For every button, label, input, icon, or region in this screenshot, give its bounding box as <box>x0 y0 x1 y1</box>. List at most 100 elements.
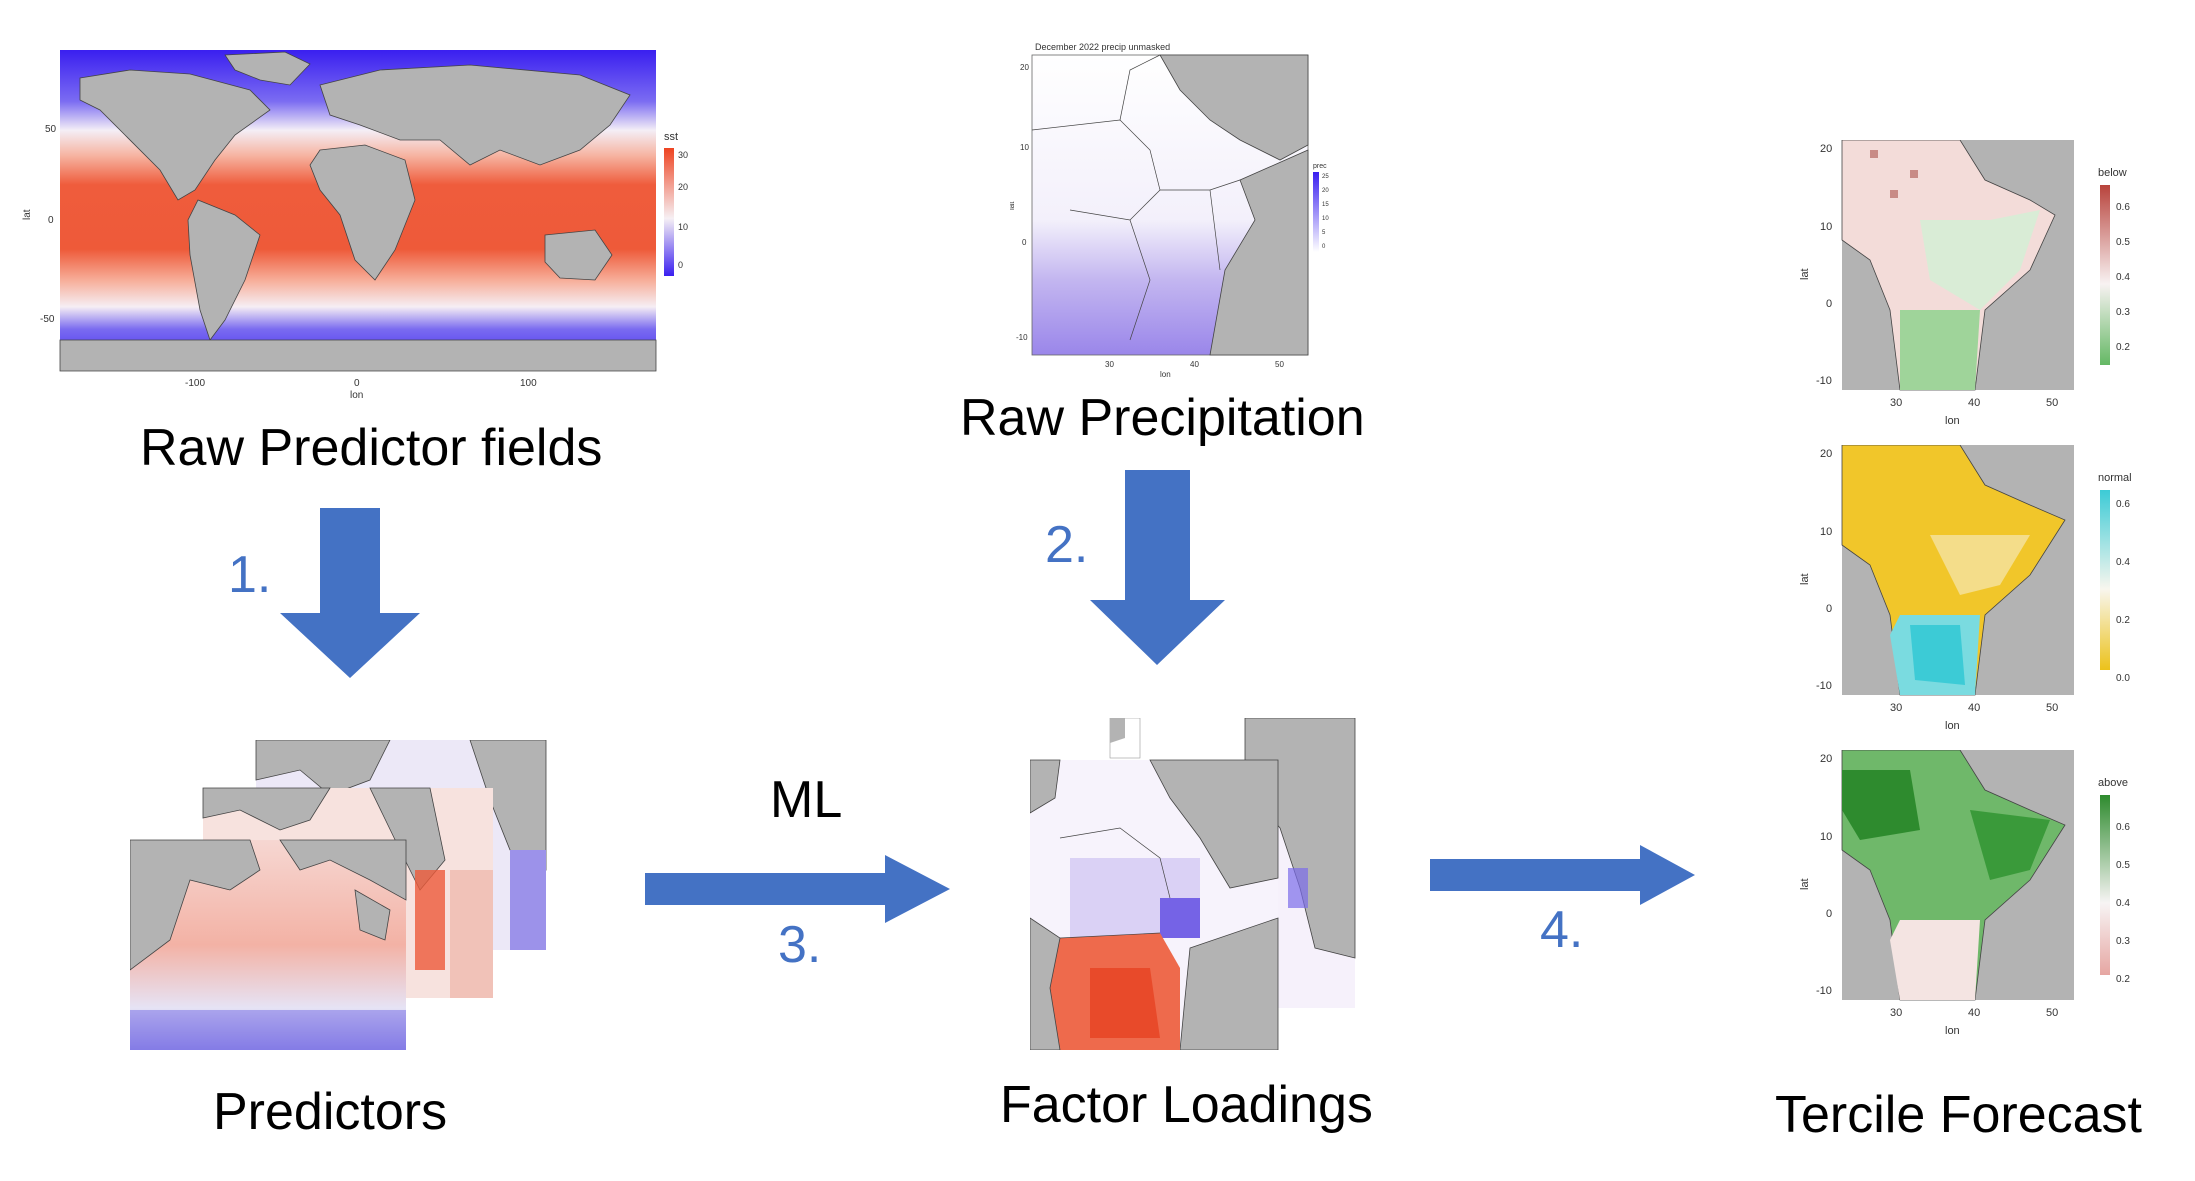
predictors-label: Predictors <box>213 1083 448 1141</box>
arrow-down-2 <box>1090 470 1225 665</box>
tercile-forecast-label: Tercile Forecast <box>1775 1086 2142 1144</box>
lat-tick: 0 <box>1826 603 1832 615</box>
arrow-right-4 <box>1430 845 1695 905</box>
legend-tick: 20 <box>678 182 688 192</box>
lon-tick: 40 <box>1968 397 1980 409</box>
step-4-label: 4. <box>1540 901 1584 959</box>
normal-colorbar <box>2100 490 2110 670</box>
legend-tick: 0.5 <box>2116 860 2130 871</box>
lon-tick: 30 <box>1105 360 1114 369</box>
lon-tick: 40 <box>1968 1007 1980 1019</box>
legend-tick: 0.4 <box>2116 272 2130 283</box>
x-axis-label: lon <box>1945 415 1960 427</box>
legend-title: normal <box>2098 472 2132 484</box>
raw-predictor-label: Raw Predictor fields <box>140 419 603 477</box>
precip-map: December 2022 precip unmasked 20 10 0 -1… <box>1010 42 1329 379</box>
lat-tick: 0 <box>1826 298 1832 310</box>
legend-tick: 20 <box>1322 188 1329 194</box>
step-2-label: 2. <box>1045 516 1089 574</box>
lon-tick: 100 <box>520 378 537 389</box>
y-axis-label: lat <box>1010 201 1016 210</box>
lon-tick: -100 <box>185 378 205 389</box>
tercile-map-above: 20 10 0 -10 lat 30 40 50 lon above 0.6 0… <box>1800 750 2130 1037</box>
lat-tick: 0 <box>1022 238 1027 247</box>
lon-tick: 30 <box>1890 702 1902 714</box>
step-1-label: 1. <box>228 546 272 604</box>
sst-colorbar <box>664 148 674 276</box>
y-axis-label: lat <box>1800 878 1811 890</box>
legend-tick: 30 <box>678 150 688 160</box>
x-axis-label: lon <box>350 390 363 400</box>
below-colorbar <box>2100 185 2110 365</box>
lon-tick: 40 <box>1968 702 1980 714</box>
raw-precip-label: Raw Precipitation <box>960 389 1365 447</box>
lat-tick: 20 <box>1020 63 1029 72</box>
lat-tick: 20 <box>1820 143 1832 155</box>
lat-tick: 10 <box>1820 221 1832 233</box>
y-axis-label: lat <box>22 209 33 220</box>
x-axis-label: lon <box>1945 1025 1960 1037</box>
legend-title: sst <box>664 131 678 143</box>
legend-tick: 0.3 <box>2116 936 2130 947</box>
x-axis-label: lon <box>1945 720 1960 732</box>
legend-tick: 0.2 <box>2116 342 2130 353</box>
precip-colorbar <box>1313 172 1319 252</box>
lat-tick: 10 <box>1020 143 1029 152</box>
legend-tick: 25 <box>1322 174 1329 180</box>
lat-tick: 10 <box>1820 526 1832 538</box>
factor-loadings-stack <box>1030 718 1356 1050</box>
lat-tick: 20 <box>1820 753 1832 765</box>
arrow-down-1 <box>280 508 420 678</box>
legend-title: prec <box>1313 163 1327 170</box>
legend-tick: 0.6 <box>2116 202 2130 213</box>
legend-title: below <box>2098 167 2127 179</box>
lat-tick: -10 <box>1016 333 1028 342</box>
legend-tick: 5 <box>1322 230 1326 236</box>
tercile-map-below: 20 10 0 -10 lat 30 40 50 lon below 0.6 0… <box>1800 140 2130 427</box>
legend-tick: 0.6 <box>2116 499 2130 510</box>
legend-tick: 15 <box>1322 202 1329 208</box>
lon-tick: 50 <box>2046 702 2058 714</box>
legend-tick: 0.2 <box>2116 615 2130 626</box>
arrow-right-3 <box>645 855 950 923</box>
factor-loadings-label: Factor Loadings <box>1000 1076 1373 1134</box>
y-axis-label: lat <box>1800 573 1811 585</box>
precip-title: December 2022 precip unmasked <box>1035 42 1170 52</box>
predictors-stack <box>130 740 547 1050</box>
legend-tick: 0.3 <box>2116 307 2130 318</box>
sst-map: 50 0 -50 lat -100 0 100 lon sst 30 20 10… <box>22 50 688 400</box>
step-3-label: 3. <box>778 916 822 974</box>
legend-tick: 0.5 <box>2116 237 2130 248</box>
lat-tick: 0 <box>1826 908 1832 920</box>
lat-tick: -10 <box>1816 375 1832 387</box>
lon-tick: 50 <box>1275 360 1284 369</box>
tercile-map-normal: 20 10 0 -10 lat 30 40 50 lon normal 0.6 … <box>1800 445 2132 732</box>
legend-tick: 0.6 <box>2116 822 2130 833</box>
lat-tick: -50 <box>40 314 55 325</box>
lat-tick: -10 <box>1816 680 1832 692</box>
lon-tick: 0 <box>354 378 360 389</box>
ml-label: ML <box>770 771 843 829</box>
lat-tick: 10 <box>1820 831 1832 843</box>
legend-tick: 0 <box>1322 244 1326 250</box>
lon-tick: 50 <box>2046 1007 2058 1019</box>
above-colorbar <box>2100 795 2110 975</box>
lat-tick: 50 <box>45 124 57 135</box>
legend-tick: 0.4 <box>2116 557 2130 568</box>
legend-tick: 0.2 <box>2116 974 2130 985</box>
legend-tick: 0 <box>678 260 683 270</box>
lat-tick: -10 <box>1816 985 1832 997</box>
y-axis-label: lat <box>1800 268 1811 280</box>
legend-tick: 10 <box>1322 216 1329 222</box>
lon-tick: 30 <box>1890 1007 1902 1019</box>
legend-title: above <box>2098 777 2128 789</box>
legend-tick: 10 <box>678 222 688 232</box>
x-axis-label: lon <box>1160 370 1171 379</box>
lat-tick: 0 <box>48 215 54 226</box>
legend-tick: 0.4 <box>2116 898 2130 909</box>
lat-tick: 20 <box>1820 448 1832 460</box>
lon-tick: 40 <box>1190 360 1199 369</box>
legend-tick: 0.0 <box>2116 673 2130 684</box>
lon-tick: 50 <box>2046 397 2058 409</box>
lon-tick: 30 <box>1890 397 1902 409</box>
